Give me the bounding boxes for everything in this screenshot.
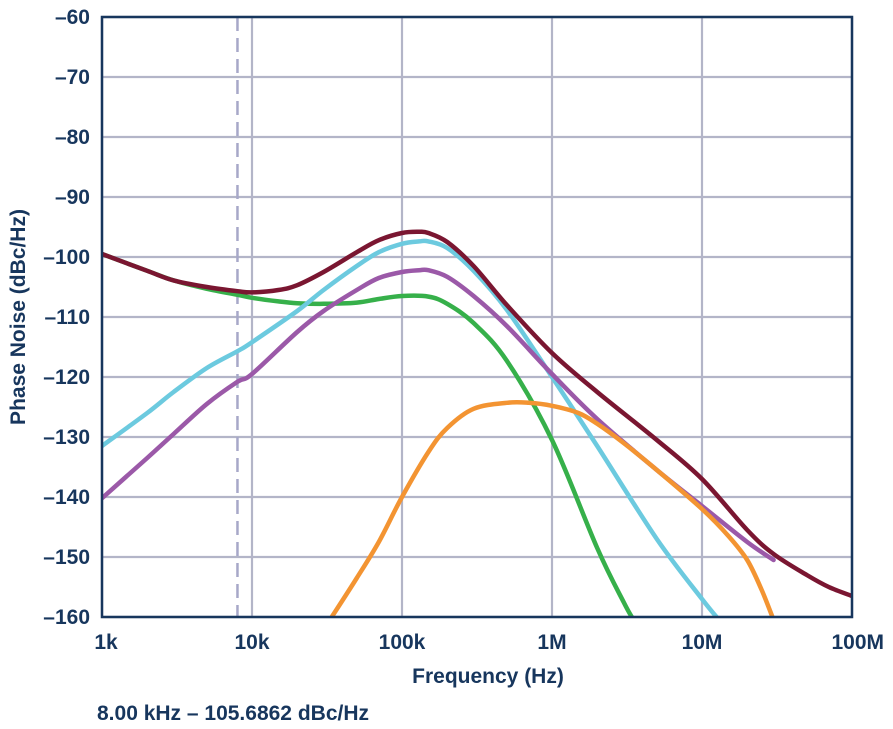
y-tick-label: –60 xyxy=(55,6,90,29)
y-tick-label: –130 xyxy=(43,426,90,449)
y-tick-label: –90 xyxy=(55,186,90,209)
plot-frame xyxy=(100,15,854,619)
x-tick-label: 10M xyxy=(682,631,723,654)
y-tick-labels: –60 –70 –80 –90 –100 –110 –120 –130 –140 –150 –160 xyxy=(43,6,90,629)
x-tick-label: 1k xyxy=(94,631,118,654)
series-group xyxy=(102,229,852,617)
x-tick-labels: 1k 10k 100k 1M 10M 100M xyxy=(94,631,884,654)
series-line-4 xyxy=(329,399,775,617)
series-line-5 xyxy=(102,229,852,599)
y-tick-label: –110 xyxy=(44,306,90,329)
y-tick-label: –100 xyxy=(43,246,90,269)
x-tick-label: 100k xyxy=(379,631,426,654)
x-tick-label: 1M xyxy=(537,631,566,654)
x-tick-label: 10k xyxy=(234,631,269,654)
y-tick-label: –140 xyxy=(43,486,90,509)
series-line-2 xyxy=(102,238,720,617)
y-tick-label: –150 xyxy=(43,546,90,569)
y-tick-label: –160 xyxy=(43,606,90,629)
marker-readout: 8.00 kHz – 105.6862 dBc/Hz xyxy=(97,702,369,725)
y-tick-label: –80 xyxy=(55,126,90,149)
x-axis-title: Frequency (Hz) xyxy=(412,665,564,688)
x-tick-label: 100M xyxy=(831,631,884,654)
y-tick-label: –120 xyxy=(43,366,90,389)
y-axis-title: Phase Noise (dBc/Hz) xyxy=(7,209,30,425)
y-tick-label: –70 xyxy=(55,66,90,89)
